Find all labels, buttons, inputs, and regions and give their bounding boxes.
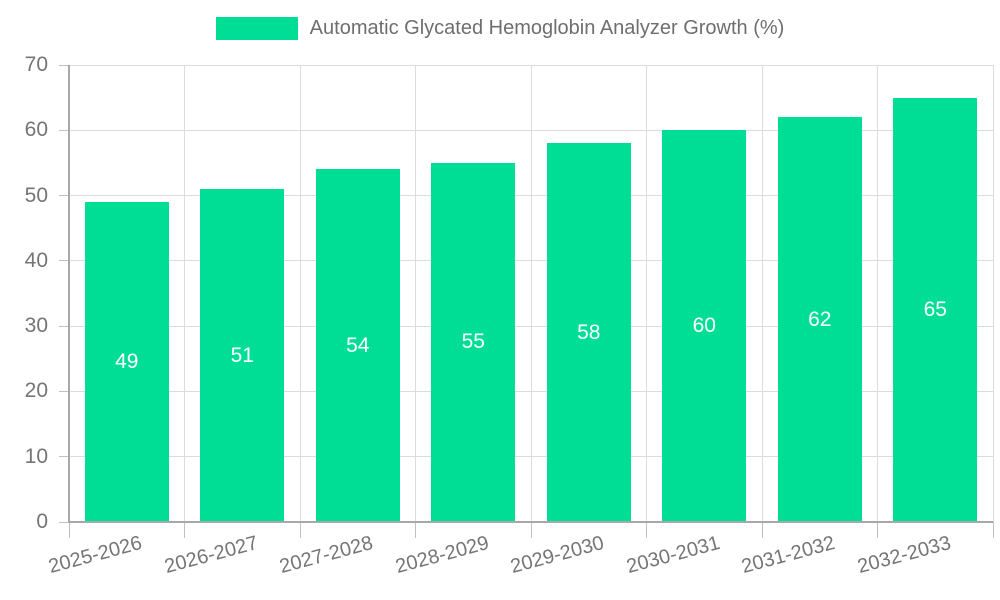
x-tick-mark	[992, 522, 994, 538]
y-axis-label: 30	[24, 314, 48, 338]
x-axis-line	[68, 521, 993, 523]
x-axis-label: 2032-2033	[854, 532, 953, 579]
x-tick-mark	[68, 522, 70, 538]
bar[interactable]: 58	[546, 143, 631, 522]
bar-value-label: 65	[923, 297, 947, 321]
legend-swatch[interactable]	[215, 17, 298, 40]
x-tick-mark	[761, 522, 763, 538]
bar[interactable]: 65	[893, 97, 978, 522]
y-axis-label: 20	[24, 379, 48, 403]
x-axis-label: 2027-2028	[277, 532, 376, 579]
bar[interactable]: 60	[662, 130, 747, 522]
legend-label[interactable]: Automatic Glycated Hemoglobin Analyzer G…	[309, 17, 785, 39]
bar-value-label: 55	[461, 330, 485, 354]
y-tick-mark	[59, 325, 69, 327]
x-tick-mark	[646, 522, 647, 538]
y-axis-label: 40	[24, 248, 48, 272]
y-tick-mark	[59, 390, 69, 392]
x-axis-label: 2029-2030	[508, 532, 607, 579]
bar[interactable]: 49	[84, 202, 169, 522]
y-tick-mark	[59, 260, 69, 262]
v-gridline	[530, 65, 532, 522]
y-axis-label: 70	[24, 53, 48, 76]
bar[interactable]: 51	[200, 189, 285, 522]
y-tick-mark	[59, 456, 69, 458]
x-axis-label: 2030-2031	[623, 532, 722, 579]
v-gridline	[184, 65, 185, 522]
x-axis-label: 2026-2027	[161, 532, 260, 579]
legend: Automatic Glycated Hemoglobin Analyzer G…	[0, 17, 1000, 40]
y-tick-mark	[59, 521, 69, 523]
bar[interactable]: 54	[315, 169, 400, 522]
y-axis-label: 0	[36, 510, 48, 533]
y-axis-line	[68, 65, 70, 523]
y-tick-mark	[59, 195, 69, 197]
bar-value-label: 60	[692, 314, 716, 338]
bar-value-label: 49	[115, 350, 139, 374]
x-tick-mark	[415, 522, 416, 538]
y-tick-mark	[59, 64, 69, 66]
bar-value-label: 62	[808, 307, 832, 331]
x-tick-mark	[299, 522, 301, 538]
v-gridline	[877, 65, 878, 522]
v-gridline	[992, 65, 994, 522]
y-axis-label: 50	[24, 183, 48, 207]
y-tick-mark	[59, 129, 69, 131]
v-gridline	[415, 65, 416, 522]
y-axis-label: 60	[24, 118, 48, 142]
bar[interactable]: 62	[777, 117, 862, 522]
bar-value-label: 58	[577, 320, 601, 344]
y-axis-label: 10	[24, 444, 48, 468]
x-axis-label: 2028-2029	[392, 532, 491, 579]
x-axis-label: 2031-2032	[739, 532, 838, 579]
v-gridline	[761, 65, 763, 522]
bar-value-label: 54	[346, 333, 370, 357]
bar[interactable]: 55	[431, 162, 516, 522]
x-axis-label: 2025-2026	[46, 532, 145, 579]
x-tick-mark	[530, 522, 532, 538]
bar-value-label: 51	[230, 343, 254, 367]
v-gridline	[646, 65, 647, 522]
x-tick-mark	[877, 522, 878, 538]
x-tick-mark	[184, 522, 185, 538]
v-gridline	[299, 65, 301, 522]
